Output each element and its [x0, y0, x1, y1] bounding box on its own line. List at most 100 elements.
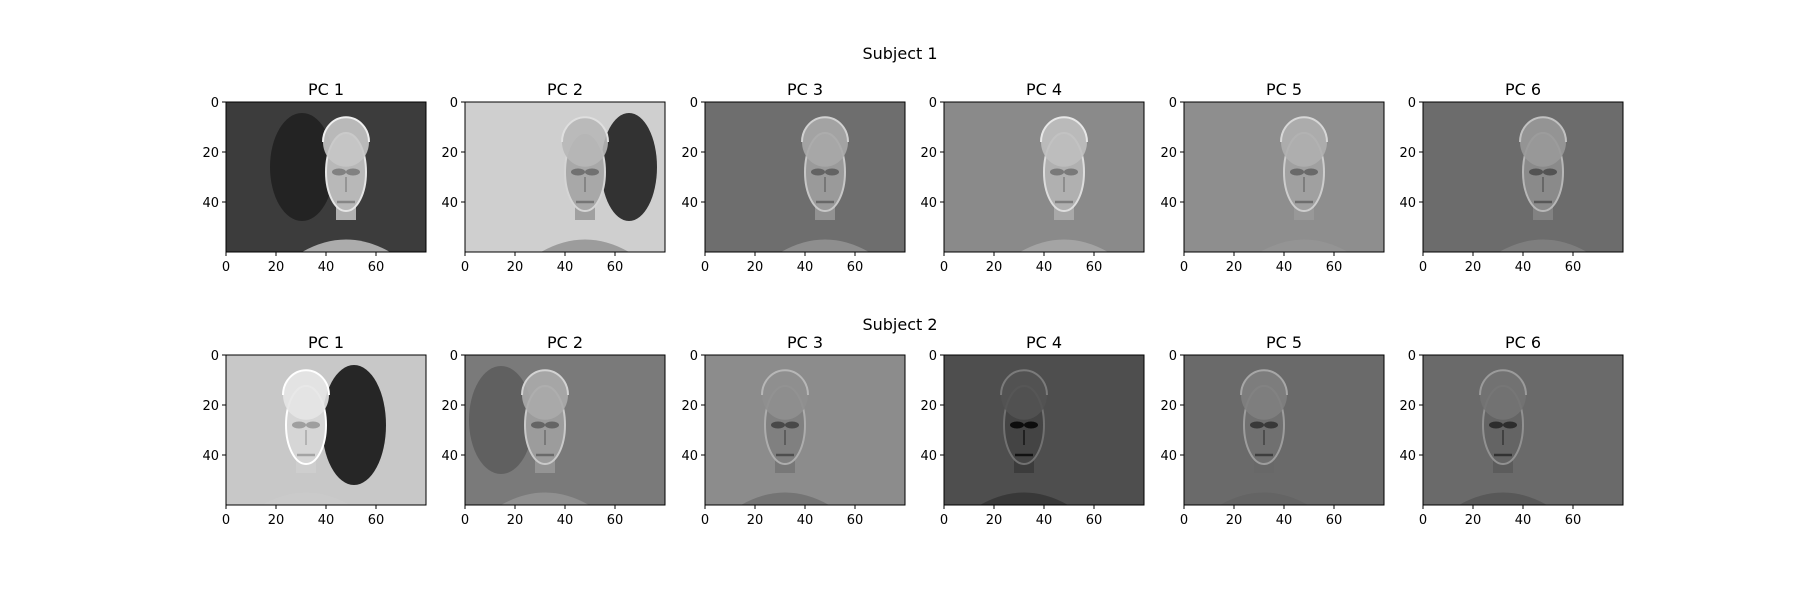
- y-tick-label: 0: [929, 96, 937, 111]
- panel-title: PC 3: [787, 333, 823, 352]
- x-tick-label: 40: [797, 513, 814, 528]
- x-tick-label: 60: [368, 260, 385, 275]
- x-tick-label: 40: [1276, 260, 1293, 275]
- panel-1-3: PC 3 0 20 40 60 0 20 40: [681, 80, 906, 275]
- face-image: [944, 102, 1144, 252]
- y-tick-label: 40: [681, 196, 698, 211]
- x-tick-label: 40: [557, 260, 574, 275]
- y-tick-label: 20: [1160, 399, 1177, 414]
- x-tick-label: 0: [461, 513, 469, 528]
- panel-title: PC 4: [1026, 333, 1062, 352]
- panel-title: PC 2: [547, 333, 583, 352]
- panel-1-2: PC 2 0 20 40 60 0 20 40: [441, 80, 666, 275]
- y-tick-label: 0: [211, 349, 219, 364]
- y-tick-label: 40: [1160, 196, 1177, 211]
- x-tick-label: 0: [701, 260, 709, 275]
- y-tick-label: 20: [202, 399, 219, 414]
- y-tick-label: 0: [1408, 96, 1416, 111]
- y-tick-label: 0: [211, 96, 219, 111]
- panel-title: PC 6: [1505, 333, 1541, 352]
- y-tick-label: 0: [690, 349, 698, 364]
- panel-2-3: PC 3 0 20 40 60 0 20 40: [681, 333, 906, 528]
- face-image: [1184, 355, 1384, 505]
- x-tick-label: 0: [1419, 260, 1427, 275]
- y-tick-label: 20: [1399, 146, 1416, 161]
- x-tick-label: 20: [986, 260, 1003, 275]
- x-tick-label: 60: [847, 513, 864, 528]
- y-tick-label: 20: [681, 399, 698, 414]
- y-tick-label: 40: [920, 449, 937, 464]
- y-tick-label: 20: [920, 399, 937, 414]
- face-image: [226, 102, 426, 252]
- x-tick-label: 0: [940, 513, 948, 528]
- x-tick-label: 40: [1276, 513, 1293, 528]
- x-tick-label: 40: [318, 260, 335, 275]
- y-tick-label: 20: [1399, 399, 1416, 414]
- face-image: [705, 355, 905, 505]
- panel-title: PC 1: [308, 333, 344, 352]
- panel-1-5: PC 5 0 20 40 60 0 20 40: [1160, 80, 1385, 275]
- y-tick-label: 20: [202, 146, 219, 161]
- y-tick-label: 40: [202, 449, 219, 464]
- x-tick-label: 20: [507, 260, 524, 275]
- panel-1-4: PC 4 0 20 40 60 0 20 40: [920, 80, 1145, 275]
- x-tick-label: 60: [1326, 260, 1343, 275]
- panel-title: PC 1: [308, 80, 344, 99]
- x-tick-label: 20: [747, 513, 764, 528]
- panel-2-1: PC 1 0 20 40 60 0 20 40: [202, 333, 427, 528]
- x-tick-label: 0: [222, 260, 230, 275]
- x-tick-label: 0: [461, 260, 469, 275]
- y-tick-label: 40: [441, 196, 458, 211]
- x-tick-label: 0: [222, 513, 230, 528]
- panel-1-6: PC 6 0 20 40 60 0 20 40: [1399, 80, 1624, 275]
- x-tick-label: 20: [268, 513, 285, 528]
- y-tick-label: 0: [690, 96, 698, 111]
- panel-title: PC 5: [1266, 333, 1302, 352]
- x-tick-label: 0: [1419, 513, 1427, 528]
- x-tick-label: 60: [368, 513, 385, 528]
- face-image: [465, 102, 665, 252]
- x-tick-label: 0: [940, 260, 948, 275]
- row-suptitle-subject-1: Subject 1: [862, 44, 937, 63]
- y-tick-label: 40: [920, 196, 937, 211]
- panel-grid: PC 1 0 20 40 60 0 20 40 PC 2 0 20 40 60 0 20 40 PC 3 0 20 4…: [202, 80, 1624, 528]
- x-tick-label: 40: [1515, 260, 1532, 275]
- x-tick-label: 40: [318, 513, 335, 528]
- face-image: [705, 102, 905, 252]
- y-tick-label: 0: [450, 96, 458, 111]
- x-tick-label: 0: [1180, 260, 1188, 275]
- y-tick-label: 0: [1169, 96, 1177, 111]
- panel-2-6: PC 6 0 20 40 60 0 20 40: [1399, 333, 1624, 528]
- x-tick-label: 60: [1086, 260, 1103, 275]
- y-tick-label: 40: [1399, 449, 1416, 464]
- x-tick-label: 20: [1226, 513, 1243, 528]
- panel-title: PC 4: [1026, 80, 1062, 99]
- x-tick-label: 20: [1465, 513, 1482, 528]
- x-tick-label: 60: [607, 260, 624, 275]
- y-tick-label: 20: [681, 146, 698, 161]
- y-tick-label: 40: [202, 196, 219, 211]
- y-tick-label: 40: [681, 449, 698, 464]
- x-tick-label: 40: [797, 260, 814, 275]
- y-tick-label: 0: [450, 349, 458, 364]
- x-tick-label: 60: [847, 260, 864, 275]
- x-tick-label: 40: [1036, 513, 1053, 528]
- y-tick-label: 40: [441, 449, 458, 464]
- panel-title: PC 2: [547, 80, 583, 99]
- y-tick-label: 0: [1408, 349, 1416, 364]
- panel-title: PC 5: [1266, 80, 1302, 99]
- x-tick-label: 0: [1180, 513, 1188, 528]
- y-tick-label: 20: [441, 399, 458, 414]
- x-tick-label: 40: [1515, 513, 1532, 528]
- face-image: [944, 355, 1144, 505]
- x-tick-label: 20: [507, 513, 524, 528]
- row-suptitle-subject-2: Subject 2: [862, 315, 937, 334]
- panel-title: PC 6: [1505, 80, 1541, 99]
- x-tick-label: 60: [607, 513, 624, 528]
- x-tick-label: 60: [1565, 513, 1582, 528]
- panel-2-5: PC 5 0 20 40 60 0 20 40: [1160, 333, 1385, 528]
- x-tick-label: 40: [1036, 260, 1053, 275]
- x-tick-label: 60: [1086, 513, 1103, 528]
- face-image: [1184, 102, 1384, 252]
